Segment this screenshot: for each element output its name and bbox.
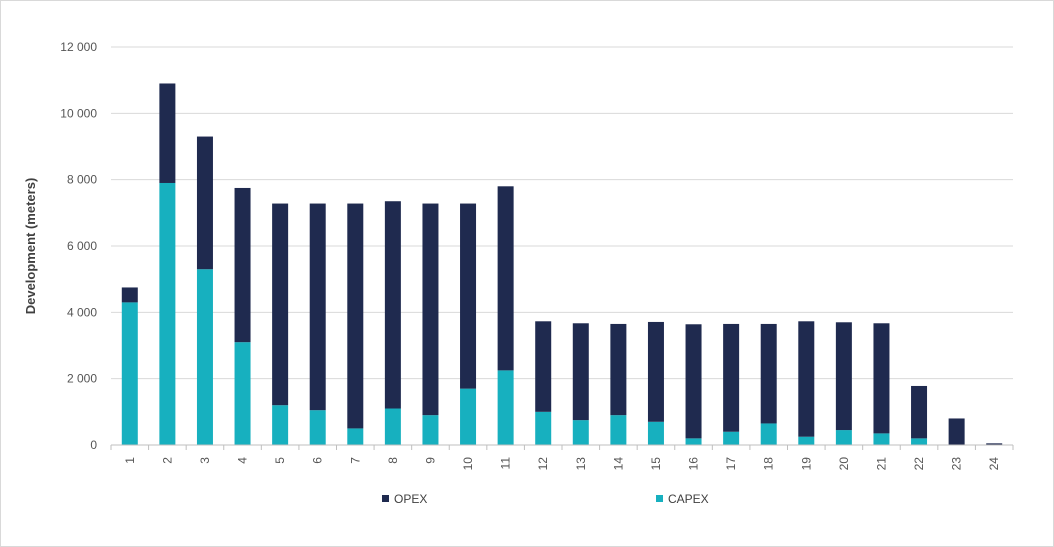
bar-opex-21 bbox=[873, 323, 890, 434]
x-tick-label: 2 bbox=[160, 457, 174, 464]
x-tick-label: 12 bbox=[536, 457, 550, 471]
bar-opex-3 bbox=[196, 136, 213, 270]
y-tick-label: 2 000 bbox=[67, 372, 97, 386]
legend-swatch-capex bbox=[656, 495, 663, 502]
bar-opex-4 bbox=[234, 187, 251, 343]
x-tick-label: 15 bbox=[649, 457, 663, 471]
y-tick-label: 8 000 bbox=[67, 173, 97, 187]
y-axis-ticks: 0 2 000 4 000 6 000 8 000 10 000 12 000 bbox=[60, 40, 97, 452]
bar-opex-11 bbox=[497, 186, 514, 371]
y-tick-label: 12 000 bbox=[60, 40, 97, 54]
x-tick-label: 5 bbox=[273, 457, 287, 464]
x-tick-label: 17 bbox=[724, 457, 738, 471]
gridlines bbox=[111, 46, 1013, 380]
bar-capex-17 bbox=[723, 431, 740, 445]
bars bbox=[121, 83, 1003, 445]
x-axis: 1 2 3 4 5 6 7 8 9 10 11 12 13 14 15 16 17 18 19 20 21 22 23 24 bbox=[110, 444, 1014, 471]
bar-capex-22 bbox=[911, 438, 928, 445]
bar-capex-8 bbox=[384, 408, 401, 445]
bar-opex-10 bbox=[460, 203, 477, 389]
bar-opex-1 bbox=[121, 287, 138, 303]
bar-capex-13 bbox=[572, 420, 589, 445]
x-tick-label: 1 bbox=[123, 457, 137, 464]
x-tick-label: 20 bbox=[837, 457, 851, 471]
bar-capex-6 bbox=[309, 410, 326, 445]
bar-capex-11 bbox=[497, 370, 514, 445]
x-tick-label: 4 bbox=[236, 457, 250, 464]
bar-capex-7 bbox=[347, 428, 364, 445]
bar-opex-9 bbox=[422, 203, 439, 416]
bar-opex-12 bbox=[535, 321, 552, 412]
bar-opex-14 bbox=[610, 323, 627, 416]
y-tick-label: 6 000 bbox=[67, 239, 97, 253]
bar-capex-19 bbox=[798, 436, 815, 445]
bar-capex-2 bbox=[159, 182, 176, 445]
bar-opex-2 bbox=[159, 83, 176, 183]
bar-capex-4 bbox=[234, 342, 251, 445]
bar-capex-18 bbox=[760, 423, 777, 445]
x-tick-label: 22 bbox=[912, 457, 926, 471]
bar-capex-9 bbox=[422, 415, 439, 445]
x-tick-label: 16 bbox=[687, 457, 701, 471]
bar-capex-21 bbox=[873, 433, 890, 445]
legend: OPEX CAPEX bbox=[382, 492, 709, 506]
x-tick-label: 14 bbox=[611, 457, 625, 471]
x-tick-label: 21 bbox=[874, 457, 888, 471]
x-tick-label: 9 bbox=[423, 457, 437, 464]
x-tick-label: 8 bbox=[386, 457, 400, 464]
x-tick-label: 23 bbox=[950, 457, 964, 471]
x-tick-label: 18 bbox=[762, 457, 776, 471]
x-tick-label: 13 bbox=[574, 457, 588, 471]
legend-swatch-opex bbox=[382, 495, 389, 502]
y-tick-label: 4 000 bbox=[67, 305, 97, 319]
legend-label-capex: CAPEX bbox=[668, 492, 709, 506]
bar-opex-17 bbox=[723, 323, 740, 432]
bar-opex-5 bbox=[272, 203, 289, 406]
bar-opex-15 bbox=[647, 321, 664, 422]
x-tick-label: 19 bbox=[799, 457, 813, 471]
x-tick-label: 7 bbox=[348, 457, 362, 464]
bar-opex-18 bbox=[760, 323, 777, 424]
bar-capex-15 bbox=[647, 421, 664, 445]
bar-opex-16 bbox=[685, 324, 702, 439]
bar-opex-7 bbox=[347, 203, 364, 429]
x-tick-label: 10 bbox=[461, 457, 475, 471]
bar-opex-22 bbox=[911, 385, 928, 439]
y-axis-label: Development (meters) bbox=[23, 178, 38, 315]
bar-opex-23 bbox=[948, 418, 965, 445]
bar-capex-20 bbox=[835, 430, 852, 445]
bar-opex-13 bbox=[572, 323, 589, 421]
bar-opex-24 bbox=[986, 443, 1003, 445]
legend-label-opex: OPEX bbox=[394, 492, 427, 506]
y-tick-label: 10 000 bbox=[60, 106, 97, 120]
x-tick-label: 24 bbox=[987, 457, 1001, 471]
bar-opex-6 bbox=[309, 203, 326, 411]
bar-capex-14 bbox=[610, 415, 627, 445]
y-tick-label: 0 bbox=[90, 438, 97, 452]
x-tick-label: 6 bbox=[311, 457, 325, 464]
bar-capex-12 bbox=[535, 411, 552, 445]
x-tick-label: 11 bbox=[499, 457, 513, 470]
bar-opex-19 bbox=[798, 321, 815, 437]
bar-opex-8 bbox=[384, 201, 401, 409]
bar-capex-16 bbox=[685, 438, 702, 445]
bar-capex-1 bbox=[121, 302, 138, 445]
bar-capex-3 bbox=[196, 269, 213, 445]
bar-opex-20 bbox=[835, 322, 852, 431]
x-tick-label: 3 bbox=[198, 457, 212, 464]
bar-capex-5 bbox=[272, 405, 289, 445]
bar-capex-10 bbox=[460, 388, 477, 445]
